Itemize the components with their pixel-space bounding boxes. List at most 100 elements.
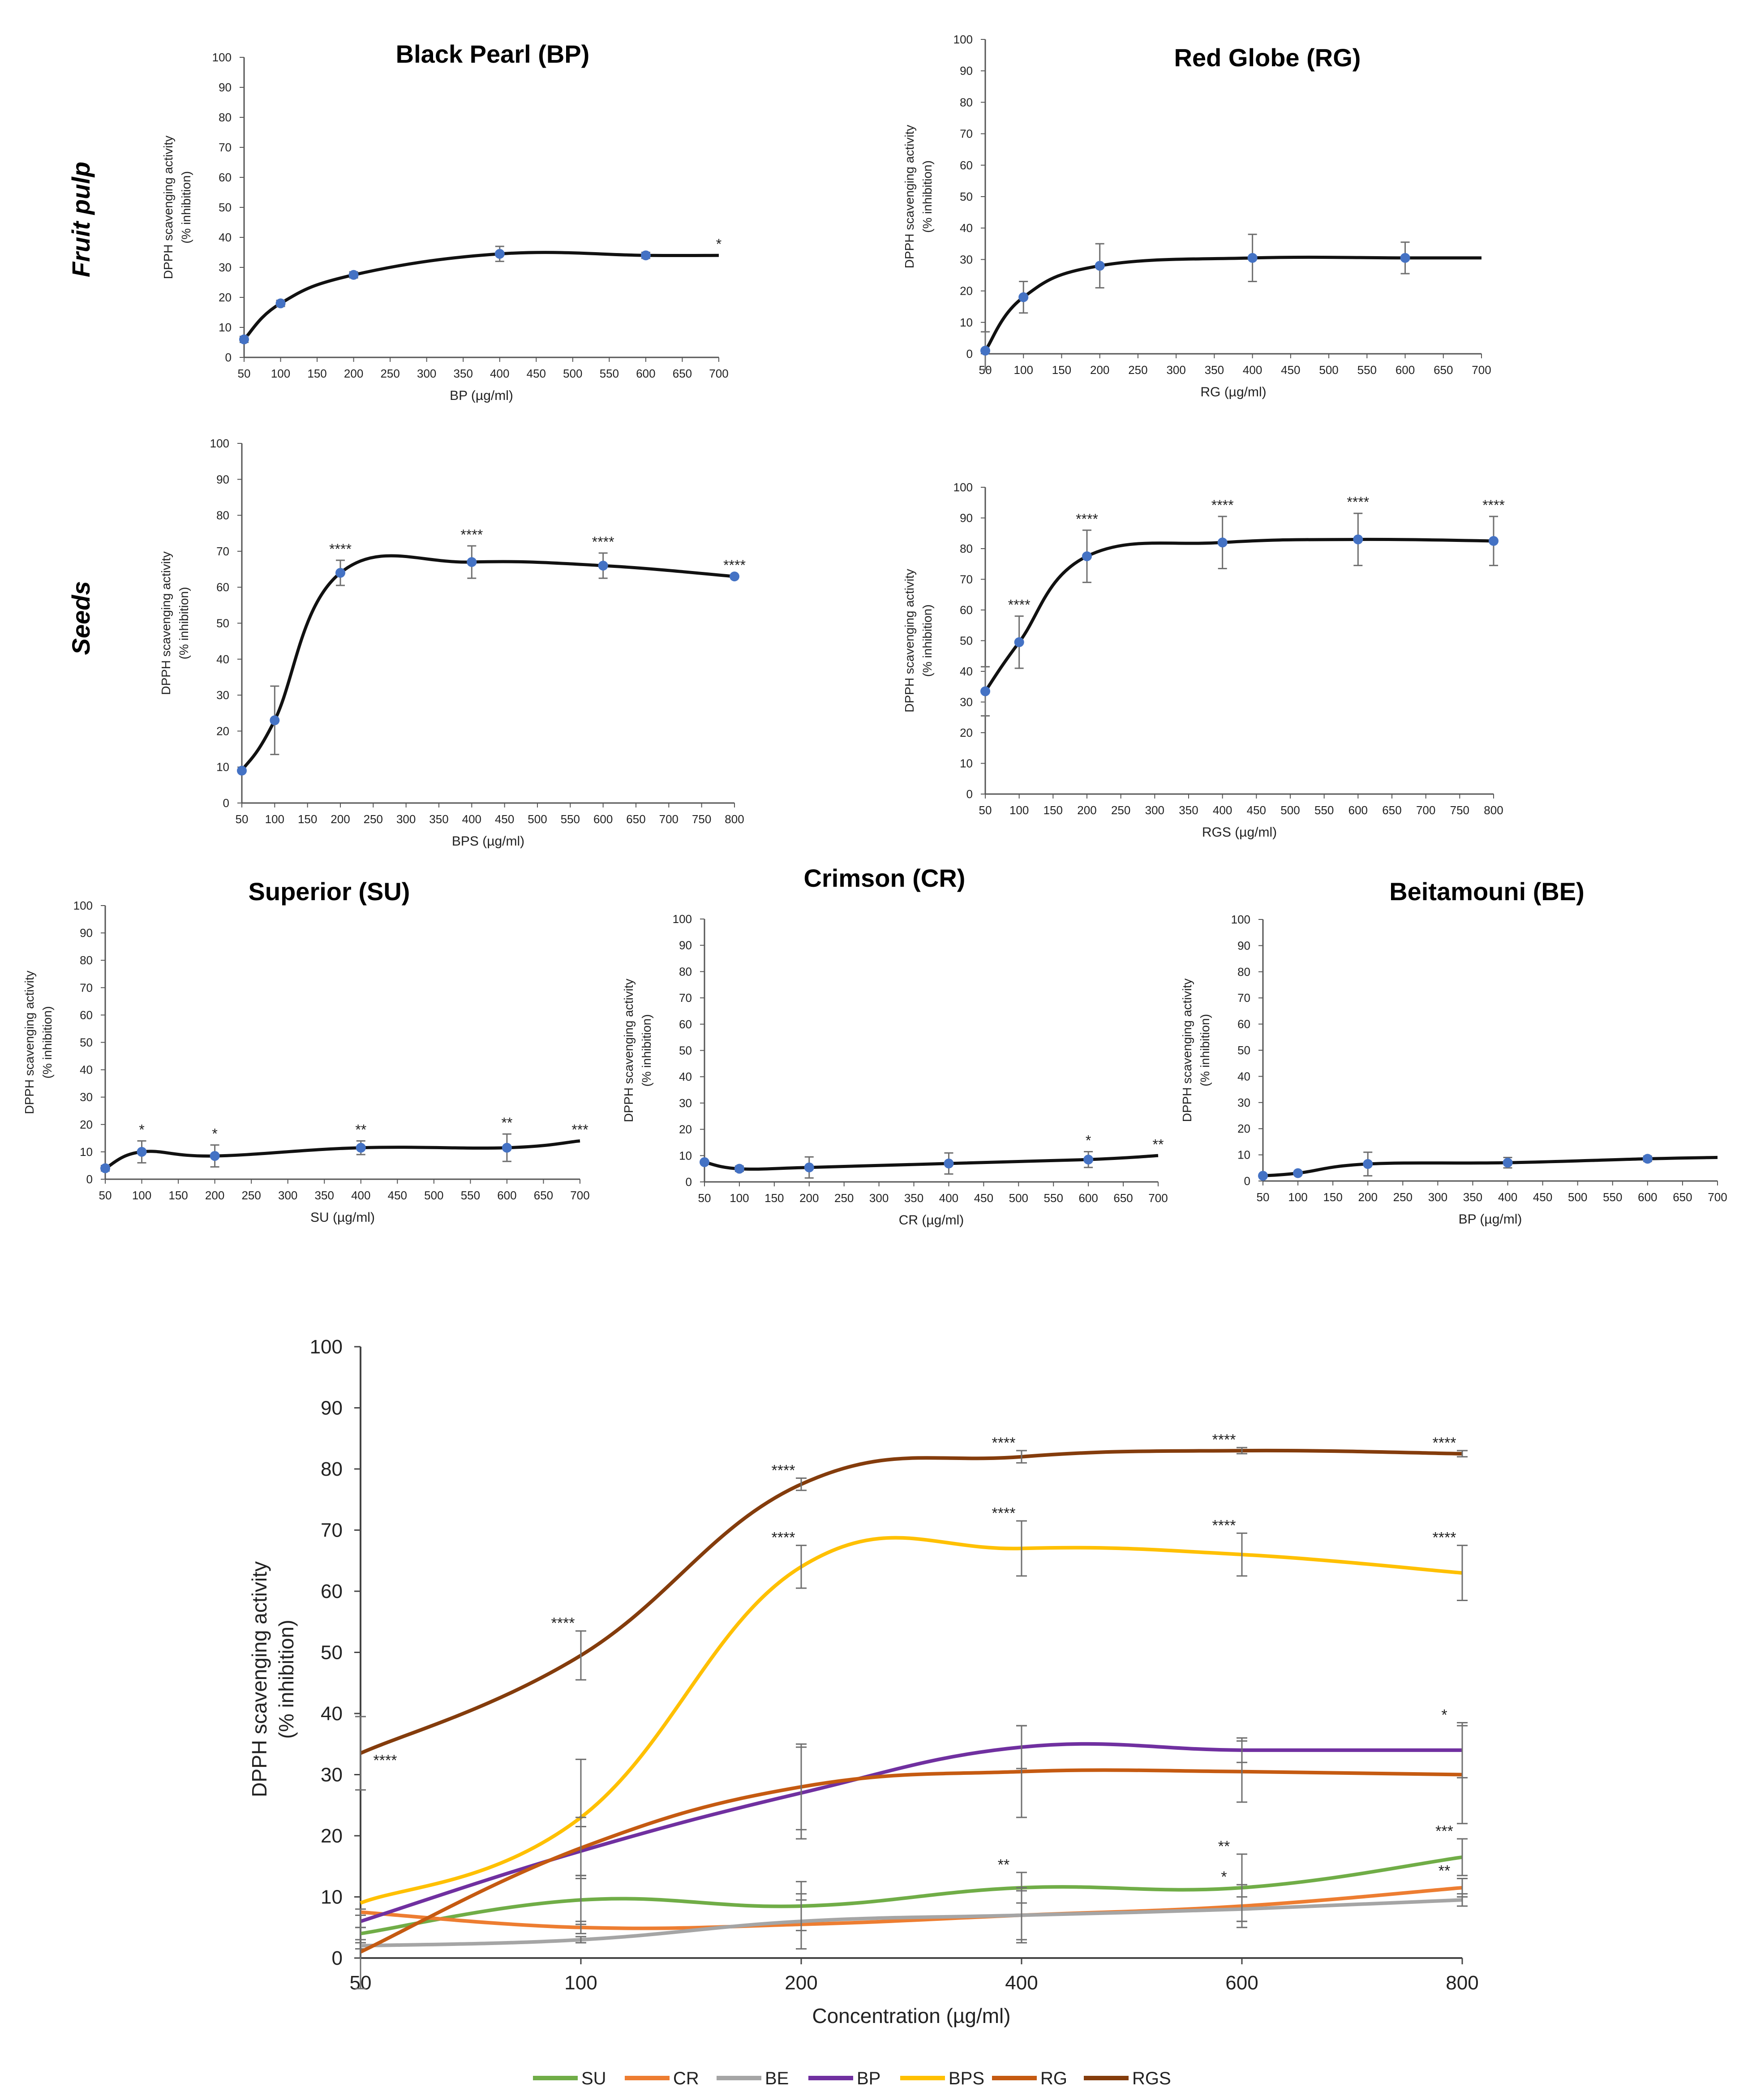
y-tick-label: 40	[219, 231, 232, 244]
x-tick-label: 500	[1280, 803, 1300, 817]
y-axis-label: DPPH scavenging activity	[248, 1561, 271, 1797]
y-tick-label: 40	[679, 1070, 692, 1083]
data-point	[137, 1147, 147, 1157]
significance-label: ****	[1482, 497, 1505, 513]
y-tick-label: 60	[960, 603, 973, 617]
x-tick-label: 50	[99, 1189, 112, 1202]
y-tick-label: 50	[1237, 1044, 1250, 1057]
y-tick-label: 30	[216, 688, 229, 702]
row-label-seeds: Seeds	[67, 581, 95, 655]
significance-label: *	[1086, 1132, 1091, 1148]
x-axis-label: BPS (µg/ml)	[452, 834, 524, 849]
x-tick-label: 700	[1148, 1191, 1168, 1205]
series-line	[240, 554, 735, 772]
data-point	[1642, 1154, 1653, 1164]
panel-crimson: Crimson (CR) 0 10 20 30 40 50 60 70 80 90 100 50 100 1…	[622, 864, 1168, 1228]
y-tick-label: 90	[80, 926, 93, 940]
data-point	[640, 250, 651, 261]
y-axis-label-unit: (% inhibition)	[40, 1006, 54, 1079]
y-tick-label: 50	[679, 1044, 692, 1057]
x-axis-label: BP (µg/ml)	[450, 388, 513, 403]
x-tick-label: 450	[495, 812, 514, 826]
y-tick-label: 90	[216, 472, 229, 486]
y-tick-label: 70	[80, 981, 93, 994]
y-axis-label-unit: (% inhibition)	[179, 171, 193, 244]
data-point	[348, 270, 359, 280]
y-tick-label: 100	[953, 481, 973, 494]
x-tick-label: 250	[241, 1189, 261, 1202]
y-tick-label: 10	[1237, 1148, 1250, 1162]
significance-label: ****	[329, 541, 352, 557]
y-tick-label: 40	[1237, 1069, 1250, 1083]
data-point	[1489, 536, 1499, 546]
y-tick-label: 60	[219, 171, 232, 184]
x-tick-label: 600	[1348, 803, 1368, 817]
x-tick-label: 400	[351, 1189, 370, 1202]
y-tick-label: 100	[953, 33, 973, 46]
x-tick-label: 700	[1416, 803, 1435, 817]
series-line-su	[360, 1855, 1463, 1936]
data-point	[270, 715, 280, 726]
x-tick-label: 150	[168, 1189, 188, 1202]
y-tick-label: 10	[321, 1886, 343, 1908]
data-point	[944, 1158, 954, 1168]
y-tick-label: 20	[960, 284, 973, 298]
y-axis-label: DPPH scavenging activity	[159, 551, 173, 695]
y-tick-label: 70	[321, 1520, 343, 1542]
data-point	[980, 686, 990, 696]
significance-label: ***	[571, 1121, 588, 1138]
x-tick-label: 650	[1382, 803, 1401, 817]
data-point	[1400, 253, 1410, 263]
y-tick-label: 40	[960, 665, 973, 678]
significance-label: ****	[1347, 494, 1369, 510]
x-axis-label: RG (µg/ml)	[1200, 385, 1266, 399]
legend: SU CR BE BP BPS RG RGS	[533, 2069, 1171, 2088]
y-tick-label: 80	[80, 953, 93, 967]
y-tick-label: 60	[321, 1580, 343, 1602]
y-axis-label: DPPH scavenging activity	[902, 569, 916, 713]
x-tick-label: 300	[1428, 1190, 1447, 1204]
x-tick-label: 600	[1396, 363, 1415, 377]
chart-title: Red Globe (RG)	[1174, 43, 1361, 72]
y-tick-label: 50	[216, 617, 229, 630]
x-tick-label: 400	[1005, 1972, 1038, 1994]
y-tick-label: 0	[966, 347, 973, 361]
data-point	[1247, 253, 1258, 263]
x-tick-label: 550	[1603, 1190, 1622, 1204]
data-point	[1217, 537, 1228, 548]
x-tick-label: 150	[307, 367, 326, 380]
legend-label-bp: BP	[857, 2069, 880, 2088]
x-tick-label: 800	[1446, 1972, 1478, 1994]
x-tick-label: 600	[1638, 1190, 1657, 1204]
data-point	[804, 1162, 814, 1172]
x-tick-label: 350	[315, 1189, 334, 1202]
legend-label-bps: BPS	[949, 2069, 984, 2088]
x-tick-label: 200	[1090, 363, 1109, 377]
x-tick-label: 300	[417, 367, 436, 380]
series-line-rgs	[360, 1448, 1463, 1755]
y-tick-label: 30	[960, 253, 973, 266]
y-tick-label: 30	[219, 261, 232, 274]
y-tick-label: 80	[679, 965, 692, 978]
x-tick-label: 500	[528, 812, 547, 826]
y-tick-label: 90	[679, 939, 692, 952]
series-line-be	[360, 1898, 1463, 1948]
x-tick-label: 100	[132, 1189, 151, 1202]
significance-label: **	[1439, 1863, 1450, 1880]
y-tick-label: 50	[960, 634, 973, 648]
y-tick-label: 40	[216, 653, 229, 666]
x-tick-label: 150	[298, 812, 317, 826]
y-tick-label: 60	[960, 159, 973, 172]
x-tick-label: 450	[1247, 803, 1266, 817]
significance-label: *	[1441, 1706, 1447, 1723]
x-tick-label: 500	[563, 367, 582, 380]
x-tick-label: 550	[461, 1189, 480, 1202]
x-tick-label: 350	[1179, 803, 1198, 817]
y-tick-label: 0	[223, 796, 229, 810]
y-tick-label: 60	[1237, 1018, 1250, 1031]
x-tick-label: 300	[278, 1189, 297, 1202]
y-tick-label: 30	[80, 1091, 93, 1104]
y-axis-label-unit: (% inhibition)	[640, 1014, 653, 1087]
legend-label-cr: CR	[673, 2069, 699, 2088]
